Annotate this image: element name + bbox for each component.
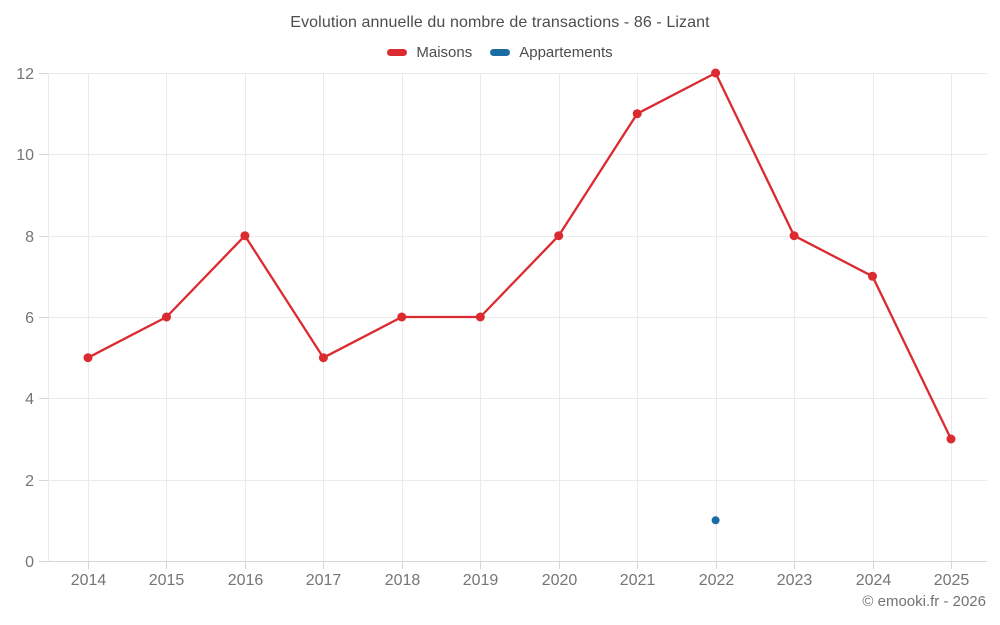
- data-point-maisons: [475, 312, 485, 322]
- series-line-maisons: [86, 71, 953, 441]
- x-tick-label: 2014: [71, 572, 107, 589]
- data-point-maisons: [789, 231, 799, 241]
- chart-title: Evolution annuelle du nombre de transact…: [290, 14, 710, 31]
- data-point-maisons: [240, 231, 250, 241]
- y-tick-label: 8: [25, 229, 34, 246]
- x-tick-label: 2019: [463, 572, 499, 589]
- data-point-maisons: [397, 312, 407, 322]
- data-point-maisons: [711, 68, 721, 78]
- data-point-maisons: [554, 231, 564, 241]
- x-tick-label: 2025: [934, 572, 970, 589]
- data-point-maisons: [632, 109, 642, 119]
- legend-item-maisons[interactable]: Maisons: [387, 44, 472, 61]
- x-tick-label: 2016: [228, 572, 264, 589]
- copyright-footer: © emooki.fr - 2026: [862, 593, 986, 610]
- x-tick-label: 2023: [777, 572, 813, 589]
- data-point-maisons: [162, 312, 171, 322]
- x-tick-label: 2018: [385, 572, 421, 589]
- legend-label-appartements: Appartements: [519, 44, 613, 61]
- y-tick-label: 2: [25, 473, 34, 490]
- x-tick-label: 2017: [306, 572, 342, 589]
- legend-swatch-appartements: [490, 49, 511, 56]
- legend-label-maisons: Maisons: [416, 44, 473, 61]
- y-tick-label: 10: [16, 147, 34, 164]
- data-point-maisons: [868, 271, 877, 281]
- x-tick-label: 2022: [699, 572, 735, 589]
- x-tick-label: 2015: [149, 572, 185, 589]
- legend-swatch-maisons: [387, 49, 408, 56]
- x-tick-label: 2021: [620, 572, 656, 589]
- y-tick-label: 6: [25, 310, 34, 327]
- x-tick-label: 2024: [856, 572, 892, 589]
- data-point-appartements: [711, 516, 720, 525]
- data-point-maisons: [83, 353, 93, 363]
- chart-legend: Maisons Appartements: [0, 44, 1000, 61]
- y-tick-label: 4: [25, 391, 34, 408]
- y-tick-label: 12: [16, 66, 34, 83]
- legend-item-appartements[interactable]: Appartements: [490, 44, 613, 61]
- data-point-maisons: [946, 434, 956, 444]
- x-tick-label: 2020: [542, 572, 578, 589]
- y-tick-label: 0: [25, 554, 34, 571]
- data-point-maisons: [318, 353, 328, 363]
